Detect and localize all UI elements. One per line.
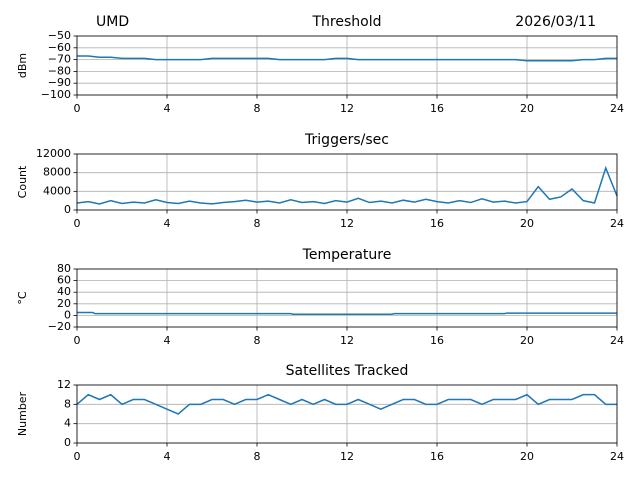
data-line: [77, 311, 617, 315]
y-tick-label: 20: [57, 297, 71, 310]
y-tick-label: 40: [57, 285, 71, 298]
y-tick-label: −50: [48, 29, 71, 42]
y-axis-label: Count: [16, 165, 29, 198]
y-tick-label: −70: [48, 53, 71, 66]
x-tick-label: 24: [610, 334, 624, 347]
x-tick-label: 20: [520, 450, 534, 463]
x-tick-label: 20: [520, 334, 534, 347]
y-tick-label: 0: [64, 203, 71, 216]
x-tick-label: 20: [520, 217, 534, 230]
x-tick-label: 4: [164, 450, 171, 463]
y-tick-label: −80: [48, 64, 71, 77]
y-tick-label: 12: [57, 378, 71, 391]
x-tick-label: 0: [74, 217, 81, 230]
y-tick-label: 12000: [36, 147, 71, 160]
x-tick-label: 12: [340, 450, 354, 463]
panel-left-title: UMD: [96, 14, 129, 30]
x-tick-label: 24: [610, 450, 624, 463]
y-axis-label: dBm: [16, 53, 29, 78]
x-tick-label: 0: [74, 334, 81, 347]
x-tick-label: 16: [430, 217, 444, 230]
y-tick-label: −90: [48, 76, 71, 89]
y-tick-label: −100: [41, 88, 71, 101]
x-tick-label: 12: [340, 102, 354, 115]
x-tick-label: 20: [520, 102, 534, 115]
x-tick-label: 0: [74, 102, 81, 115]
y-axis-label: Number: [16, 391, 29, 436]
y-tick-label: 0: [64, 436, 71, 449]
y-tick-label: 4: [64, 417, 71, 430]
plot-frame: [76, 153, 618, 211]
panel-title: Triggers/sec: [304, 132, 389, 148]
x-tick-label: 8: [254, 102, 261, 115]
plot-frame: [76, 384, 618, 444]
x-tick-label: 8: [254, 334, 261, 347]
y-tick-label: 8: [64, 397, 71, 410]
y-tick-label: 80: [57, 262, 71, 275]
plot-frame: [76, 35, 618, 96]
data-line: [77, 55, 617, 62]
x-tick-label: 8: [254, 450, 261, 463]
x-tick-label: 24: [610, 102, 624, 115]
panel-title: Satellites Tracked: [286, 363, 409, 379]
y-axis-label: °C: [16, 291, 29, 305]
x-tick-label: 4: [164, 217, 171, 230]
x-tick-label: 0: [74, 450, 81, 463]
x-tick-label: 12: [340, 217, 354, 230]
y-tick-label: −20: [48, 320, 71, 333]
panel-title: Temperature: [302, 247, 392, 263]
x-tick-label: 16: [430, 102, 444, 115]
x-tick-label: 16: [430, 334, 444, 347]
panel-right-title: 2026/03/11: [515, 14, 596, 30]
x-tick-label: 4: [164, 334, 171, 347]
x-tick-label: 8: [254, 217, 261, 230]
plot-frame: [76, 268, 618, 328]
x-tick-label: 24: [610, 217, 624, 230]
x-tick-label: 16: [430, 450, 444, 463]
y-tick-label: 60: [57, 274, 71, 287]
x-tick-label: 12: [340, 334, 354, 347]
y-tick-label: 4000: [43, 184, 71, 197]
data-line: [76, 393, 617, 415]
panel-title: Threshold: [312, 14, 382, 30]
y-tick-label: −60: [48, 41, 71, 54]
x-tick-label: 4: [164, 102, 171, 115]
y-tick-label: 8000: [43, 166, 71, 179]
data-line: [76, 165, 618, 205]
y-tick-label: 0: [64, 308, 71, 321]
